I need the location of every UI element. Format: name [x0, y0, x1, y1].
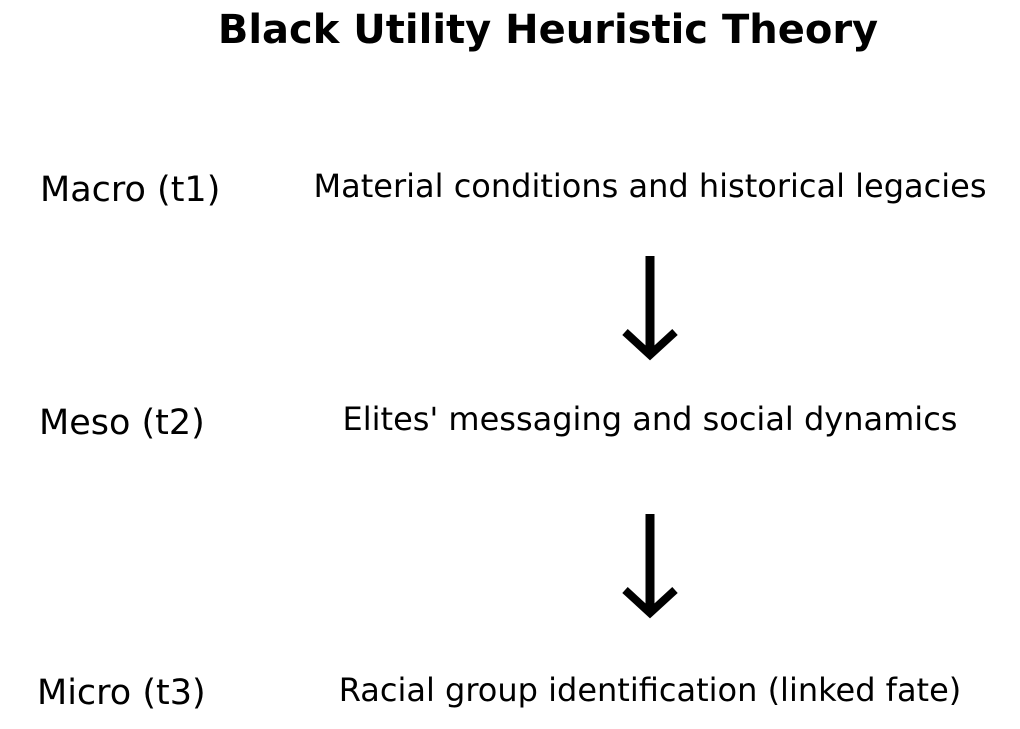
level-description-meso: Elites' messaging and social dynamics [342, 400, 958, 438]
level-label-macro: Macro (t1) [40, 170, 221, 210]
level-description-micro: Racial group identification (linked fate… [338, 671, 962, 709]
arrow-down-icon [622, 514, 678, 619]
level-label-micro: Micro (t3) [37, 673, 206, 713]
level-label-meso: Meso (t2) [39, 403, 205, 443]
arrow-down-icon [622, 256, 678, 361]
level-description-macro: Material conditions and historical legac… [313, 167, 987, 205]
diagram-title: Black Utility Heuristic Theory [217, 7, 879, 53]
